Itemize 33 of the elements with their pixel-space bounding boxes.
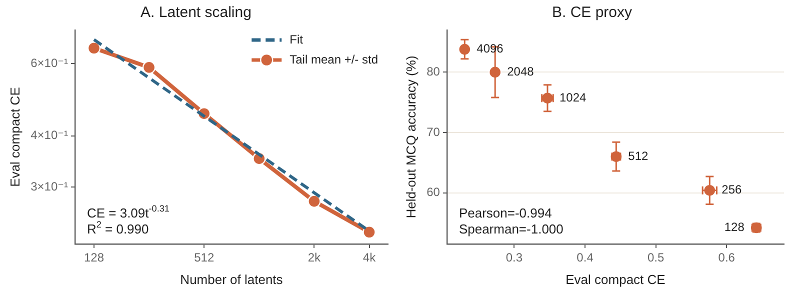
x-tick-label: 512 (194, 250, 214, 265)
annotation: 512 (628, 148, 649, 163)
chart-title: B. CE proxy (552, 4, 633, 22)
annotation: Pearson=-0.994 (458, 206, 552, 221)
legend-label: Tail mean +/- std (290, 52, 378, 66)
x-tick-label: 128 (84, 250, 104, 265)
x-tick-label: 2k (308, 250, 322, 265)
annotation: 2048 (507, 64, 534, 79)
x-tick-label: 4k (362, 250, 377, 265)
y-tick-label: 80 (426, 64, 440, 79)
point (362, 226, 376, 239)
y-tick-label: 3×10⁻¹ (30, 179, 68, 194)
y-axis-title: Held-out MCQ accuracy (%) (403, 56, 418, 218)
x-axis-title: Number of latents (180, 272, 284, 287)
point (142, 60, 156, 74)
point (87, 42, 101, 55)
point (308, 194, 321, 208)
legend-label: Fit (290, 32, 304, 46)
y-tick-label: 70 (426, 124, 440, 139)
annotation: 256 (722, 182, 742, 197)
y-tick-label: 6×10⁻¹ (30, 56, 68, 70)
x-tick-label: 0.4 (576, 250, 594, 265)
y-axis-title: Eval compact CE (7, 86, 22, 187)
x-tick-label: 0.3 (506, 250, 523, 265)
annotation: 128 (724, 220, 745, 234)
y-tick-label: 4×10⁻¹ (30, 128, 68, 142)
annotation: 1024 (559, 90, 587, 104)
chart-title: A. Latent scaling (140, 4, 252, 22)
x-tick-label: 0.5 (647, 250, 664, 265)
x-axis-title: Eval compact CE (566, 272, 666, 287)
y-tick-label: 60 (426, 185, 440, 200)
x-tick-label: 0.6 (718, 250, 736, 265)
annotation: Spearman=-1.000 (458, 222, 564, 237)
